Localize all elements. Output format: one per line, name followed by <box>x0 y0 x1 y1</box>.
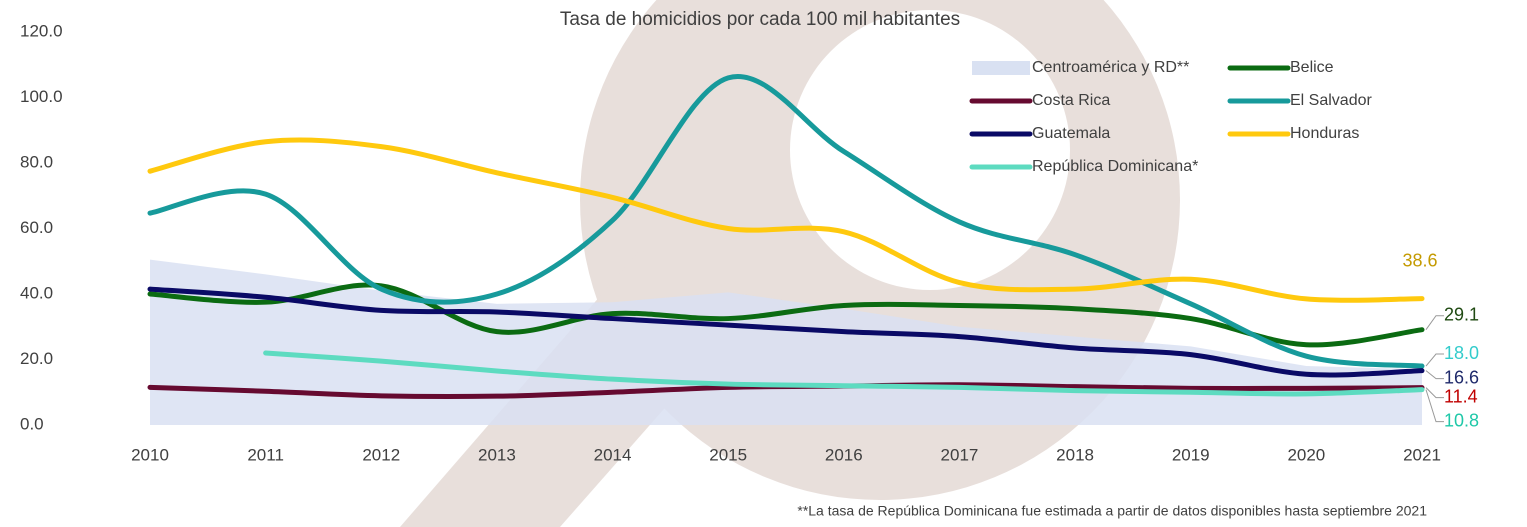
y-tick-label: 0.0 <box>20 414 44 433</box>
footnote: **La tasa de República Dominicana fue es… <box>797 503 1427 519</box>
legend-label: República Dominicana* <box>1032 158 1198 175</box>
leader-line <box>1425 370 1444 380</box>
data-label: 18.0 <box>1444 343 1479 363</box>
data-label: 11.4 <box>1444 386 1478 406</box>
x-tick-label: 2013 <box>478 445 516 464</box>
legend-label: Belice <box>1290 59 1334 76</box>
x-tick-label: 2021 <box>1403 445 1441 464</box>
leader-line <box>1425 353 1444 367</box>
line <box>147 73 1425 369</box>
legend-label: Guatemala <box>1032 125 1110 142</box>
x-tick-label: 2012 <box>362 445 400 464</box>
x-tick-label: 2011 <box>247 445 284 464</box>
y-tick-label: 120.0 <box>20 21 63 40</box>
data-label: 16.6 <box>1444 367 1479 387</box>
line <box>147 286 1425 378</box>
y-tick-label: 40.0 <box>20 283 53 302</box>
x-tick-label: 2016 <box>825 445 863 464</box>
line <box>147 137 1425 303</box>
chart-title: Tasa de homicidios por cada 100 mil habi… <box>560 9 960 30</box>
x-tick-label: 2014 <box>594 445 632 464</box>
data-label: 38.6 <box>1402 250 1437 270</box>
watermark-hole <box>790 10 1070 290</box>
x-tick-label: 2015 <box>709 445 747 464</box>
x-tick-label: 2010 <box>131 445 169 464</box>
leader-line <box>1425 389 1444 423</box>
line <box>263 350 1425 397</box>
y-tick-label: 20.0 <box>20 349 53 368</box>
x-tick-label: 2018 <box>1056 445 1094 464</box>
data-label: 10.8 <box>1444 410 1479 430</box>
legend-label: El Salvador <box>1290 92 1372 109</box>
leader-line <box>1425 387 1444 399</box>
x-tick-label: 2017 <box>941 445 979 464</box>
legend-label: Costa Rica <box>1032 92 1110 109</box>
leader-line <box>1425 315 1444 330</box>
y-tick-label: 100.0 <box>20 87 63 106</box>
legend-label: Honduras <box>1290 125 1359 142</box>
x-tick-label: 2020 <box>1287 445 1325 464</box>
y-tick-label: 60.0 <box>20 218 53 237</box>
legend-swatch <box>972 61 1030 75</box>
data-label: 29.1 <box>1444 304 1479 324</box>
y-tick-label: 80.0 <box>20 152 53 171</box>
x-tick-label: 2019 <box>1172 445 1210 464</box>
legend-label: Centroamérica y RD** <box>1032 59 1189 76</box>
